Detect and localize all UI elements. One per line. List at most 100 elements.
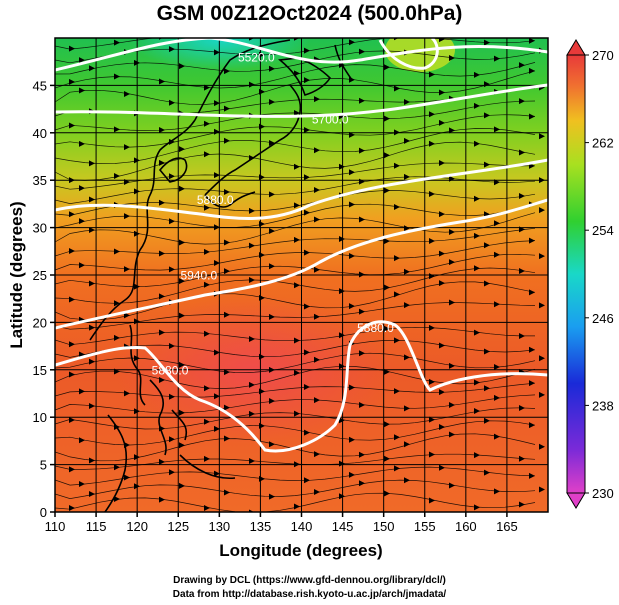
wind-arrow [404,405,410,412]
wind-arrow [114,126,120,133]
wind-arrow [269,99,275,106]
wind-arrow [384,368,390,375]
wind-arrow [339,332,345,339]
wind-arrow [224,239,230,246]
credits: Drawing by DCL (https://www.gfd-dennou.o… [0,574,619,602]
wind-arrow [519,23,525,29]
wind-arrow [294,282,300,289]
streamline [55,420,536,446]
wind-arrow [394,434,400,441]
wind-arrow [124,90,130,97]
wind-arrow [519,62,525,69]
wind-arrow [314,147,320,154]
wind-arrow [204,281,210,288]
wind-arrow [314,397,320,404]
wind-arrow [349,39,355,46]
x-tick-label: 150 [373,519,395,534]
wind-arrow [224,105,230,112]
x-axis: 110 115 120 125 130 135 140 145 150 155 160 165 [45,512,518,534]
wind-arrow [179,312,185,319]
streamline [55,38,301,50]
wind-arrow [494,433,500,440]
wind-arrow [124,144,130,151]
wind-arrow [224,404,230,411]
coastlines [89,39,353,512]
wind-arrow [224,489,230,496]
wind-arrow [169,46,175,53]
wind-arrow [269,313,275,320]
wind-arrow [394,388,400,395]
wind-arrow [69,78,75,85]
wind-arrow [384,23,390,29]
colorbar-ramp [566,54,586,494]
wind-arrow [204,84,210,91]
wind-arrow [539,443,545,450]
wind-arrow [314,451,320,458]
y-axis: 0 5 10 15 20 25 30 35 40 45 [33,78,55,520]
wind-arrow [204,204,210,211]
wind-arrow [159,293,165,300]
wind-arrow [394,162,400,169]
contour-lines [55,38,548,453]
wind-arrow [439,119,445,126]
x-tick-label: 130 [208,519,230,534]
wind-arrow [394,291,400,298]
wind-arrow [159,159,165,166]
wind-arrow [114,495,120,502]
wind-arrow [304,77,310,84]
wind-arrow [494,394,500,401]
wind-arrow [159,126,165,133]
wind-arrow [439,280,445,287]
wind-arrow [484,417,490,424]
wind-arrow [484,469,490,476]
wind-arrow [179,409,185,416]
wind-arrow [114,300,120,307]
wind-arrow [269,227,275,234]
wind-arrow [249,81,255,88]
wind-arrow [474,407,480,414]
wind-arrow [169,99,175,106]
y-tick-label: 15 [33,363,47,378]
wind-arrow [404,225,410,232]
wind-arrow [474,195,480,202]
wind-arrow [474,504,480,511]
y-tick-label: 45 [33,78,47,93]
wind-arrow [429,20,435,26]
wind-arrow [214,260,220,267]
wind-arrow [294,163,300,170]
colorbar-tick-label: 254 [592,223,614,238]
wind-arrow [294,110,300,117]
wind-arrow [539,207,545,214]
wind-arrow [69,417,75,424]
wind-arrow [69,122,75,129]
wind-arrow [159,376,165,383]
wind-arrow [159,329,165,336]
wind-arrow [404,441,410,448]
wind-arrow [304,174,310,181]
wind-arrow [169,342,175,349]
wind-arrow [69,341,75,348]
wind-arrow [304,209,310,216]
wind-arrow [294,369,300,376]
wind-arrow [429,71,435,78]
wind-arrow [449,401,455,408]
contour-label: 5700.0 [312,112,349,126]
wind-arrow [429,324,435,331]
wind-arrow [474,102,480,109]
wind-arrow [429,111,435,118]
wind-arrow [159,458,165,465]
wind-arrow [249,207,255,214]
wind-arrow [529,113,535,120]
wind-arrow [439,38,445,43]
wind-arrow [204,385,210,392]
wind-arrow [439,211,445,218]
wind-arrow [314,216,320,223]
streamline [55,114,536,148]
wind-arrow [384,421,390,428]
wind-arrow [169,266,175,273]
wind-arrow [349,252,355,259]
wind-arrow [339,30,345,36]
wind-arrow [359,401,365,408]
wind-arrow [519,404,525,411]
wind-arrow [314,186,320,193]
